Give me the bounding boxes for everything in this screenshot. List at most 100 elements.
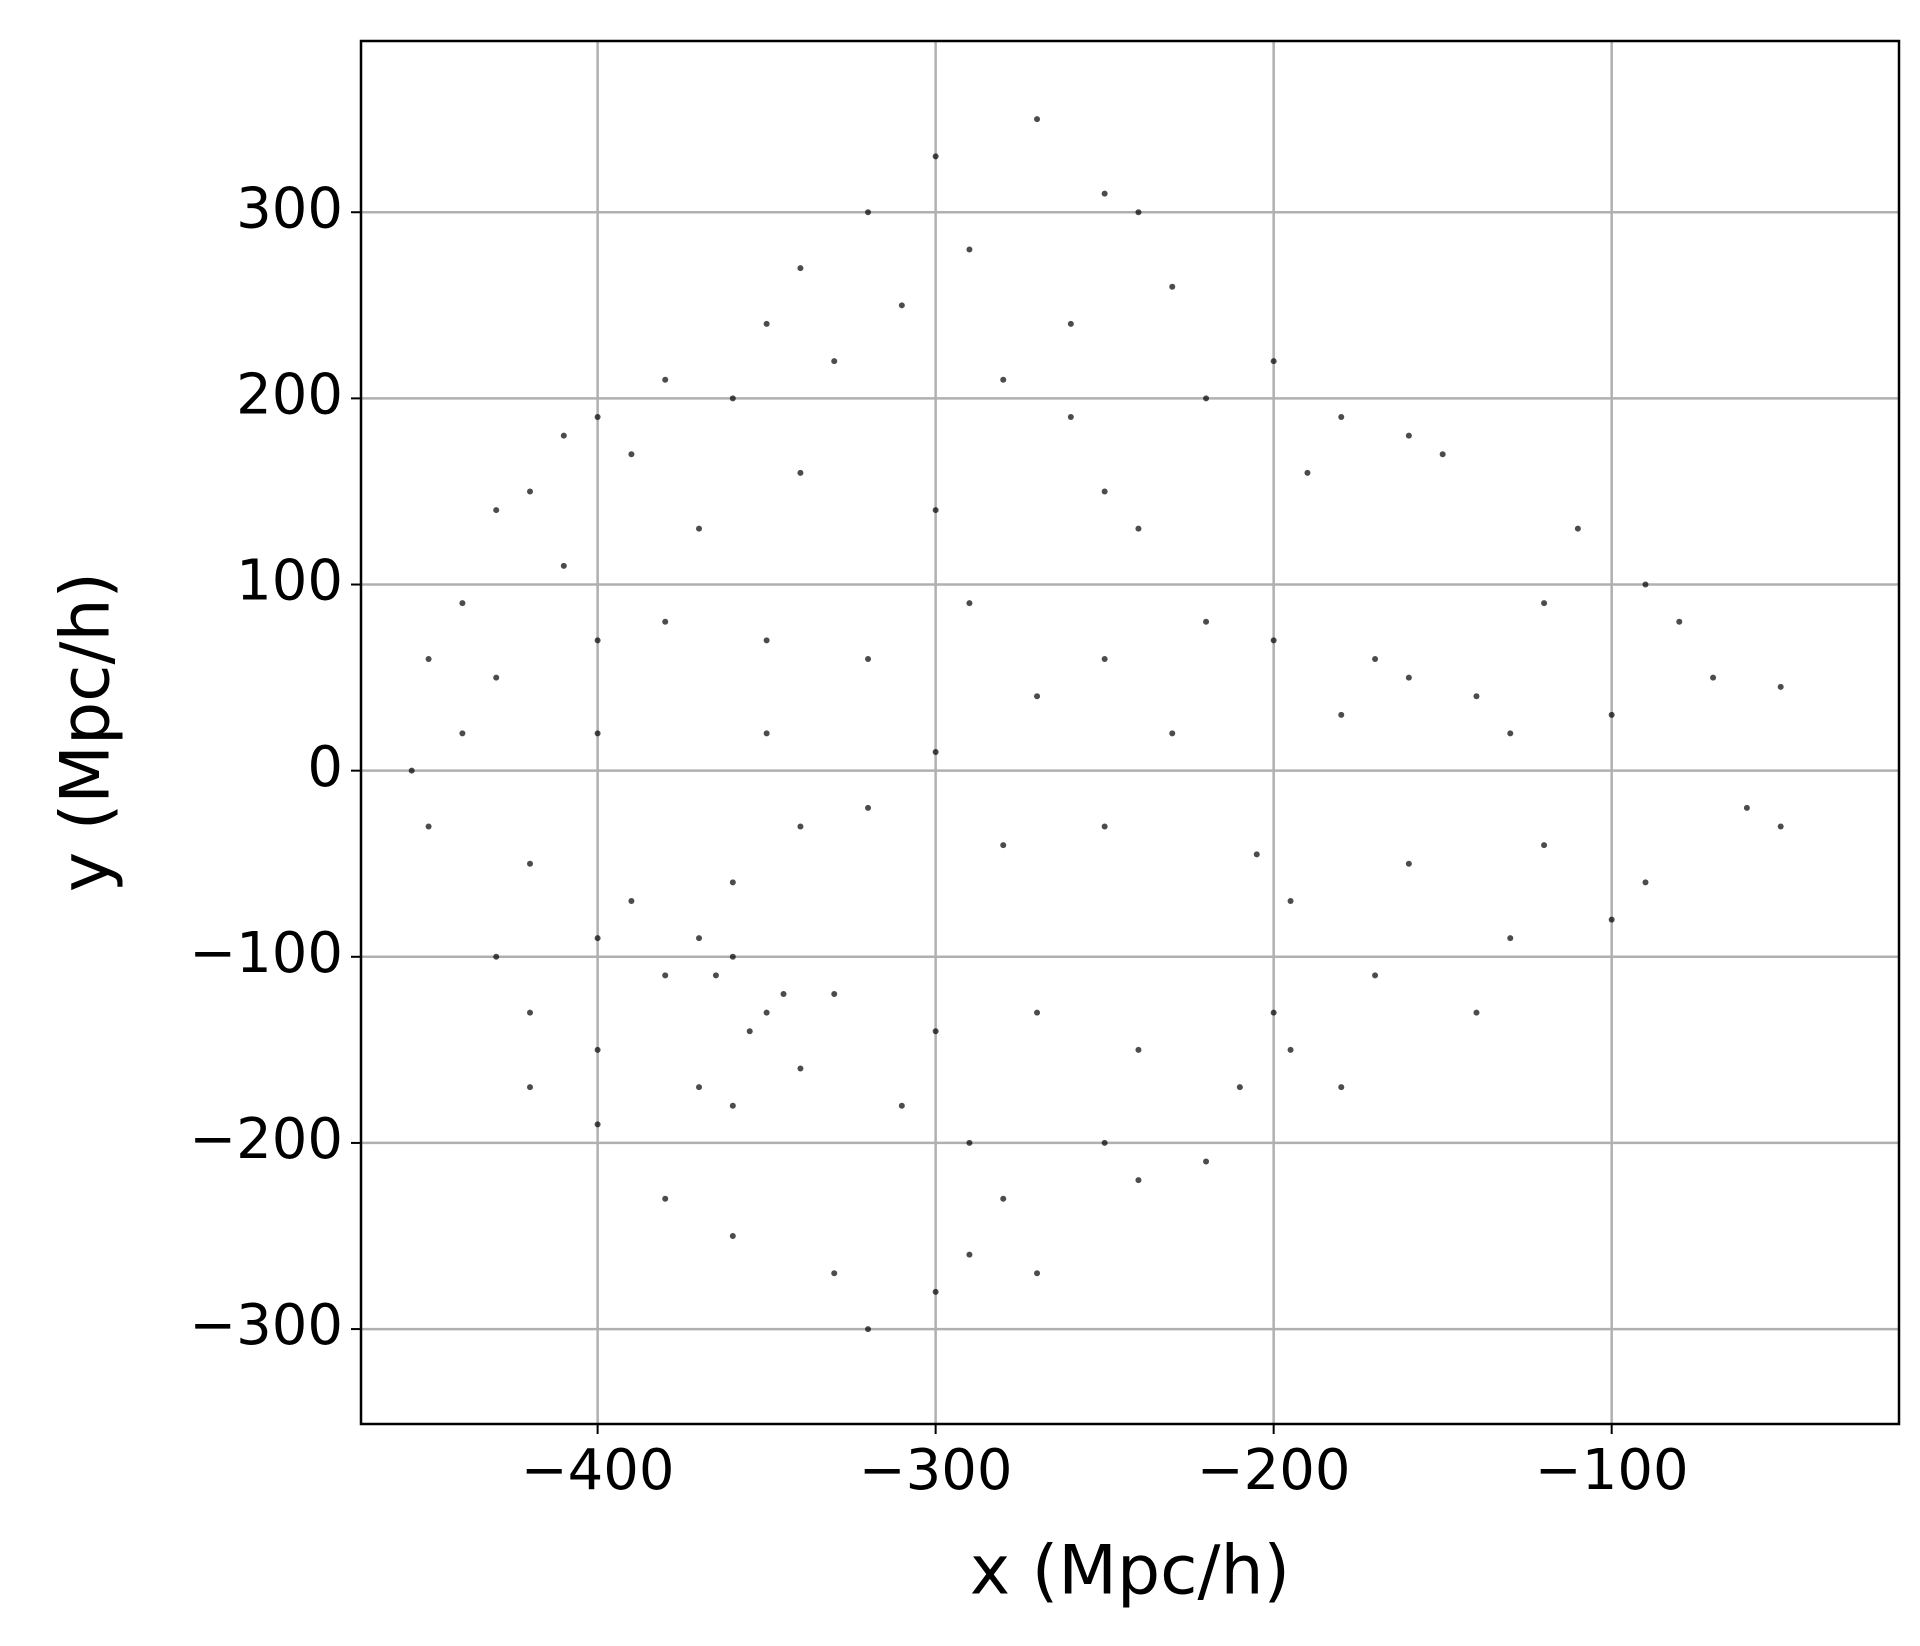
plot-frame — [359, 39, 1901, 1426]
point — [966, 600, 973, 607]
point — [1000, 1195, 1007, 1202]
point — [594, 413, 601, 420]
point — [780, 991, 787, 998]
x-axis-label: x (Mpc/h) — [970, 1532, 1290, 1611]
point — [1473, 693, 1480, 700]
point — [932, 749, 939, 756]
point — [1287, 897, 1294, 904]
y-tick-label: 200 — [236, 363, 343, 428]
point — [1067, 320, 1074, 327]
y-tick-label: −300 — [189, 1293, 343, 1358]
point — [662, 1195, 669, 1202]
point — [1541, 842, 1548, 849]
point — [898, 302, 905, 309]
point — [425, 655, 432, 662]
y-axis-label: y (Mpc/h) — [47, 572, 126, 892]
point — [594, 1046, 601, 1053]
point — [1000, 376, 1007, 383]
point — [797, 1065, 804, 1072]
point — [1034, 116, 1041, 123]
point — [662, 376, 669, 383]
point — [527, 488, 534, 495]
point — [1507, 730, 1514, 737]
point — [527, 1009, 534, 1016]
point — [594, 730, 601, 737]
point — [425, 823, 432, 830]
point — [1203, 618, 1210, 625]
y-tick-label: 100 — [236, 549, 343, 614]
y-tick-label: 300 — [236, 176, 343, 241]
x-tick-label: −300 — [859, 1438, 1013, 1503]
point — [831, 358, 838, 365]
point — [1608, 916, 1615, 923]
point — [1101, 655, 1108, 662]
point — [729, 879, 736, 886]
point — [797, 469, 804, 476]
point — [1439, 451, 1446, 458]
point — [797, 823, 804, 830]
point — [1642, 581, 1649, 588]
point — [1101, 190, 1108, 197]
point — [932, 153, 939, 160]
point — [493, 953, 500, 960]
point — [763, 730, 770, 737]
point — [1236, 1084, 1243, 1091]
point — [865, 655, 872, 662]
point — [1338, 711, 1345, 718]
point — [1743, 804, 1750, 811]
point — [408, 767, 415, 774]
point — [1067, 413, 1074, 420]
x-tick-label: −400 — [521, 1438, 675, 1503]
point — [493, 507, 500, 514]
point — [763, 637, 770, 644]
point — [932, 1288, 939, 1295]
point — [966, 1251, 973, 1258]
point — [696, 935, 703, 942]
point — [729, 1233, 736, 1240]
point — [797, 265, 804, 272]
point — [1304, 469, 1311, 476]
point — [1777, 823, 1784, 830]
point — [712, 972, 719, 979]
point — [1338, 413, 1345, 420]
point — [1034, 693, 1041, 700]
point — [729, 395, 736, 402]
point — [865, 804, 872, 811]
point — [628, 897, 635, 904]
point — [831, 991, 838, 998]
point — [1372, 972, 1379, 979]
point — [594, 1121, 601, 1128]
point — [1676, 618, 1683, 625]
point — [1169, 730, 1176, 737]
point — [831, 1270, 838, 1277]
point — [560, 432, 567, 439]
point — [1253, 851, 1260, 858]
x-tick-label: −100 — [1535, 1438, 1689, 1503]
point — [932, 1028, 939, 1035]
point — [696, 1084, 703, 1091]
point — [1101, 823, 1108, 830]
point — [1270, 358, 1277, 365]
point — [763, 1009, 770, 1016]
point — [493, 674, 500, 681]
point — [1338, 1084, 1345, 1091]
point — [1101, 1139, 1108, 1146]
point — [662, 618, 669, 625]
point — [763, 320, 770, 327]
point — [1169, 283, 1176, 290]
point — [865, 1326, 872, 1333]
point — [459, 730, 466, 737]
point — [1203, 395, 1210, 402]
point — [1203, 1158, 1210, 1165]
x-tick-label: −200 — [1197, 1438, 1351, 1503]
point — [1034, 1009, 1041, 1016]
point — [1642, 879, 1649, 886]
point — [1270, 1009, 1277, 1016]
point — [1135, 209, 1142, 216]
point — [966, 1139, 973, 1146]
point — [1000, 842, 1007, 849]
point — [1287, 1046, 1294, 1053]
point — [1034, 1270, 1041, 1277]
point — [594, 637, 601, 644]
